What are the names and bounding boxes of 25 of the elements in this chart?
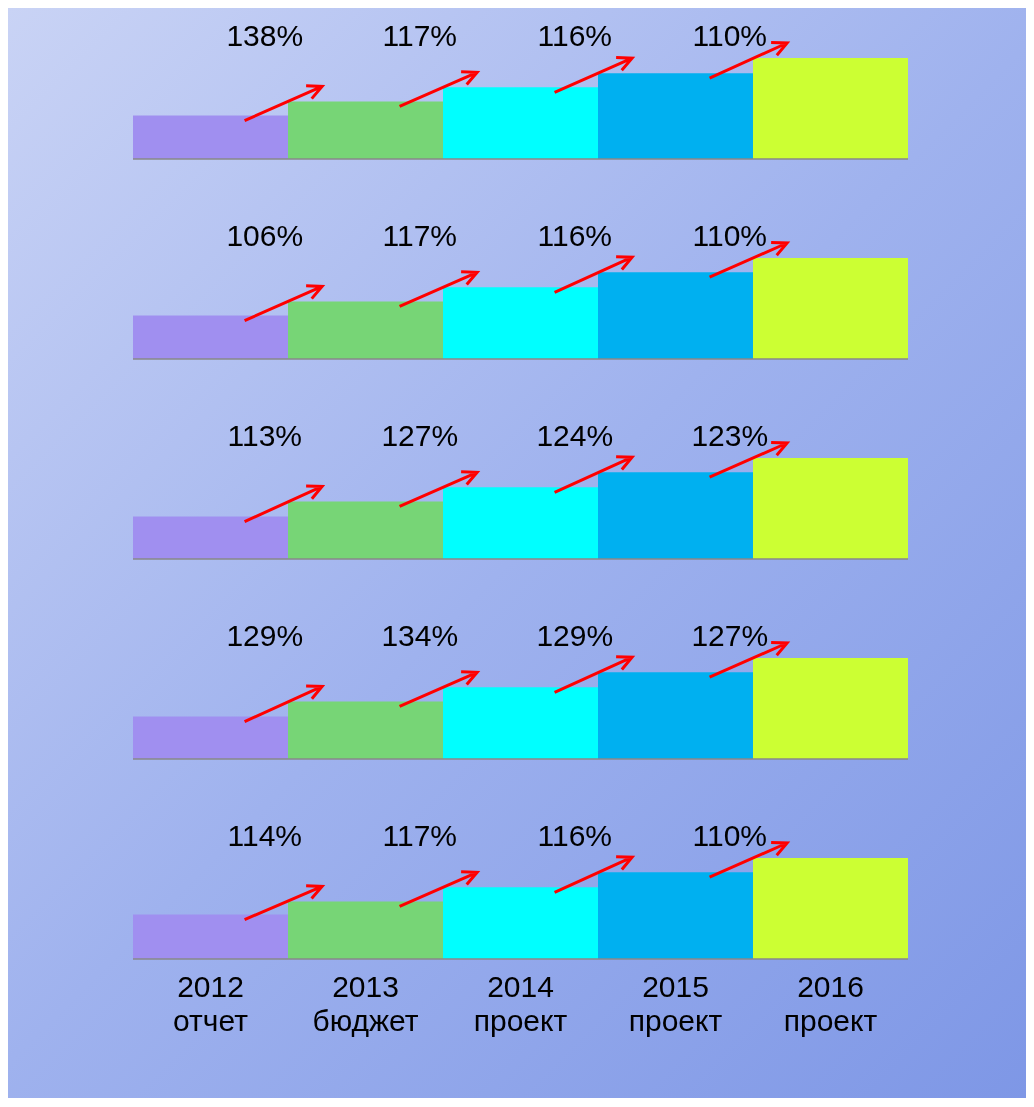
text: 117% [382,219,458,252]
text: 123% [691,419,769,452]
text: 134% [381,619,459,652]
text: 114% [227,819,303,852]
x-tick-label: 2013 бюджет [312,970,419,1037]
text: 127% [381,419,459,452]
text: 127% [691,619,769,652]
x-tick-label: 2016 проект [783,970,878,1037]
text: 113% [227,419,303,452]
text: 117% [382,819,458,852]
text: 129% [536,619,614,652]
x-tick-label: 2014 проект [473,970,568,1037]
text: 124% [536,419,614,452]
text: 106% [226,219,304,252]
text: 129% [226,619,304,652]
text: 110% [692,19,768,52]
text: 110% [692,819,768,852]
text: 110% [692,219,768,252]
text: 117% [382,19,458,52]
text: 116% [537,219,613,252]
text: 116% [537,819,613,852]
text: 116% [537,19,613,52]
x-tick-label: 2012 отчет [173,970,249,1037]
x-tick-label: 2015 проект [628,970,723,1037]
text: 138% [226,19,304,52]
